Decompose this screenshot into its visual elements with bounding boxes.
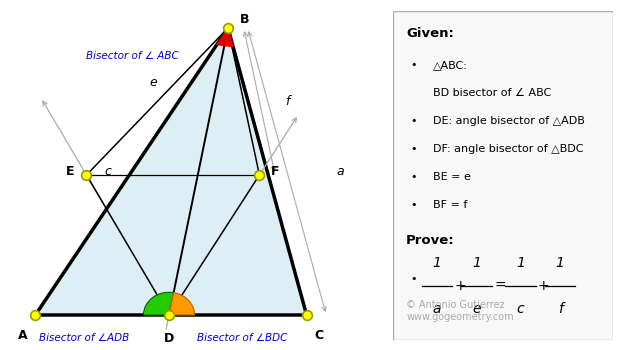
Text: 1: 1 xyxy=(556,257,565,271)
Text: c: c xyxy=(105,165,111,178)
Text: DF: angle bisector of △BDC: DF: angle bisector of △BDC xyxy=(433,144,583,154)
Text: 1: 1 xyxy=(516,257,525,271)
Text: © Antonio Gutierrez
www.gogeometry.com: © Antonio Gutierrez www.gogeometry.com xyxy=(406,300,514,322)
Text: 1: 1 xyxy=(433,257,441,271)
Text: e: e xyxy=(472,302,481,316)
Text: f: f xyxy=(558,302,563,316)
Text: E: E xyxy=(66,165,75,178)
Text: c: c xyxy=(517,302,524,316)
Text: f: f xyxy=(285,95,289,108)
Text: BE = e: BE = e xyxy=(433,172,470,182)
Text: •: • xyxy=(410,172,417,182)
Text: △ABC:: △ABC: xyxy=(433,60,467,70)
Text: BD bisector of ∠ ABC: BD bisector of ∠ ABC xyxy=(433,88,551,98)
Text: +: + xyxy=(454,279,466,293)
Text: a: a xyxy=(336,165,344,178)
Text: C: C xyxy=(314,329,324,342)
Text: BF = f: BF = f xyxy=(433,199,467,210)
Text: •: • xyxy=(410,274,417,284)
Text: D: D xyxy=(164,332,174,345)
Text: Prove:: Prove: xyxy=(406,234,455,247)
Text: •: • xyxy=(410,116,417,126)
Text: e: e xyxy=(149,76,157,89)
Wedge shape xyxy=(169,293,194,315)
Text: Bisector of ∠BDC: Bisector of ∠BDC xyxy=(197,333,287,343)
Text: Given:: Given: xyxy=(406,27,454,40)
Polygon shape xyxy=(35,28,306,315)
Text: =: = xyxy=(495,279,506,293)
Text: a: a xyxy=(433,302,441,316)
Text: 1: 1 xyxy=(472,257,481,271)
Text: DE: angle bisector of △ADB: DE: angle bisector of △ADB xyxy=(433,116,584,126)
Text: +: + xyxy=(538,279,550,293)
Polygon shape xyxy=(217,28,233,47)
FancyBboxPatch shape xyxy=(393,10,613,340)
Text: •: • xyxy=(410,60,417,70)
Text: •: • xyxy=(410,199,417,210)
Text: A: A xyxy=(18,329,27,342)
Text: •: • xyxy=(410,144,417,154)
Text: F: F xyxy=(271,165,280,178)
Text: B: B xyxy=(240,13,249,26)
Text: Bisector of ∠ ABC: Bisector of ∠ ABC xyxy=(87,51,180,61)
Wedge shape xyxy=(144,292,173,315)
Text: Bisector of ∠ADB: Bisector of ∠ADB xyxy=(40,333,129,343)
